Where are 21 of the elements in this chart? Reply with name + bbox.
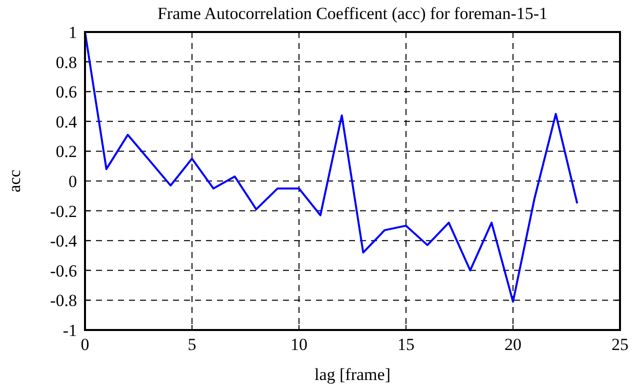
x-tick-label: 15 xyxy=(398,335,414,354)
y-tick-label: -0.4 xyxy=(50,232,78,251)
y-tick-label: -0.6 xyxy=(50,261,77,280)
y-tick-label: -0.2 xyxy=(50,202,77,221)
x-tick-label: 20 xyxy=(504,335,522,354)
y-tick-label: 0.6 xyxy=(56,82,77,102)
y-tick-label: 0.8 xyxy=(56,52,77,72)
x-tick-label: 25 xyxy=(612,335,628,354)
x-axis-title: lag [frame] xyxy=(314,365,390,384)
y-axis-title: acc xyxy=(5,169,24,192)
y-tick-label: -0.8 xyxy=(50,291,77,310)
y-tick-label: 0.2 xyxy=(56,142,77,162)
x-tick-label: 10 xyxy=(290,335,308,354)
y-tick-label: 0.4 xyxy=(56,112,78,132)
y-tick-label: 1 xyxy=(68,23,77,42)
y-tick-label: 0 xyxy=(68,172,77,191)
line-series xyxy=(84,31,578,303)
x-tick-label: 5 xyxy=(188,335,196,354)
x-tick-label: 0 xyxy=(80,335,90,354)
chart-title: Frame Autocorrelation Coefficent (acc) for foreman-15-1 xyxy=(157,4,548,23)
y-tick-label: -1 xyxy=(62,321,77,340)
